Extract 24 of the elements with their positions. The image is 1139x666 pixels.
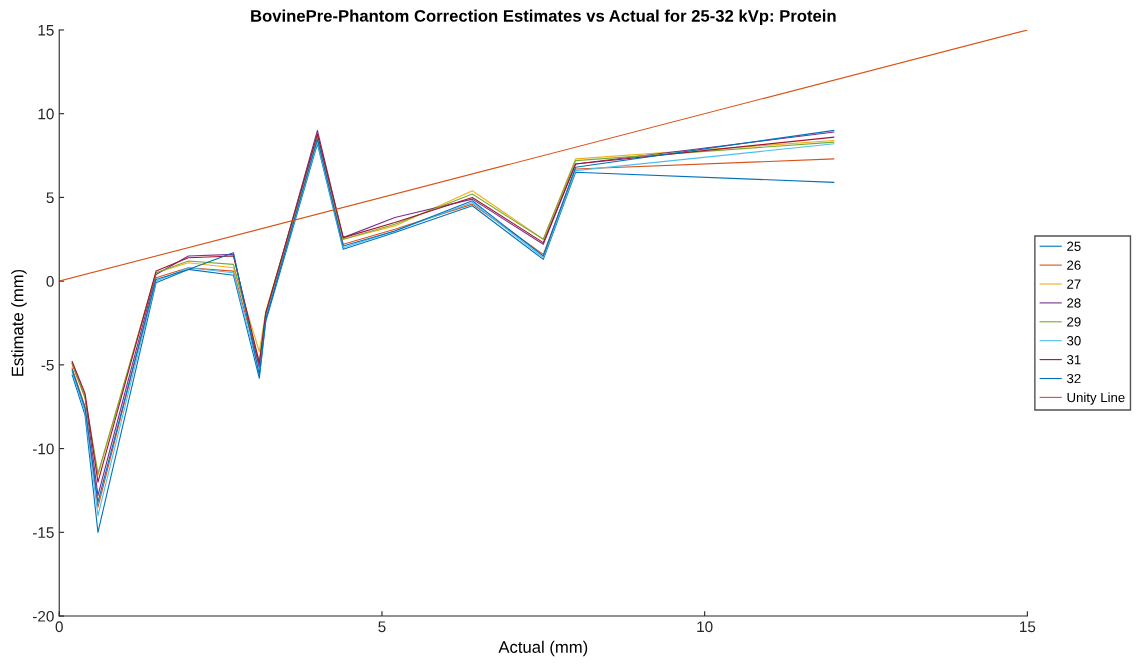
y-tick-label: -10 (32, 443, 54, 455)
legend-label: 32 (1067, 373, 1081, 384)
legend-label: 29 (1067, 317, 1081, 327)
legend-label: 27 (1067, 279, 1081, 289)
y-tick-label: 5 (46, 192, 54, 204)
y-axis-title: Estimate (mm) (11, 269, 27, 376)
y-tick-label: -5 (41, 359, 54, 371)
y-tick-label: -20 (32, 610, 54, 622)
x-tick-label: 5 (378, 621, 386, 633)
y-tick-label: 10 (38, 108, 54, 120)
legend-label: 30 (1067, 336, 1081, 346)
x-axis-title: Actual (mm) (498, 640, 588, 657)
x-tick-label: 15 (1020, 621, 1036, 633)
y-tick-label: 0 (46, 276, 54, 287)
y-tick-label: -15 (32, 527, 54, 539)
legend-label: Unity Line (1067, 392, 1125, 405)
legend-label: 28 (1067, 298, 1081, 308)
chart-title: BovinePre-Phantom Correction Estimates vs Actual for 25-32 kVp: Protein (251, 9, 836, 26)
legend-label: 26 (1067, 260, 1081, 270)
legend-label: 31 (1067, 355, 1081, 365)
legend-label: 25 (1067, 241, 1081, 251)
x-tick-label: 10 (697, 621, 713, 633)
x-tick-label: 0 (55, 621, 63, 633)
y-tick-label: 15 (38, 25, 54, 36)
